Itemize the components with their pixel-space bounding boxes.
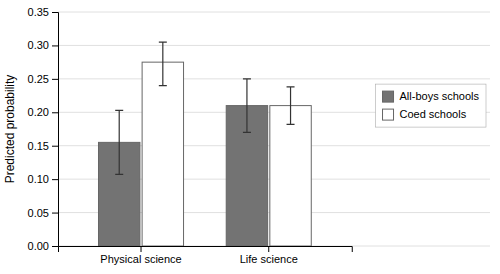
y-axis-title: Predicted probability [3, 75, 17, 184]
grid-line [58, 45, 490, 46]
y-tick-label: 0.00 [28, 240, 49, 252]
y-tick-label: 0.35 [28, 6, 49, 18]
bar [142, 62, 183, 246]
y-tick-label: 0.05 [28, 207, 49, 219]
y-tick: 0.15 [28, 140, 58, 152]
y-tick-label: 0.25 [28, 73, 49, 85]
x-axis-line [59, 247, 353, 253]
x-tick-mark [141, 246, 142, 252]
bar [270, 106, 311, 246]
x-tick-label: Life science [240, 253, 298, 265]
legend-swatch [383, 109, 394, 120]
plot: 0.00 0.05 0.10 0.15 0.20 0.25 0.30 0.35 Physical… [28, 6, 490, 265]
grid [58, 12, 490, 246]
y-tick: 0.05 [28, 207, 58, 219]
y-tick-mark [52, 146, 58, 147]
y-tick: 0.30 [28, 39, 58, 51]
error-bar [243, 79, 251, 132]
y-tick-label: 0.10 [28, 173, 49, 185]
grid-line [58, 78, 490, 79]
y-tick: 0.10 [28, 173, 58, 185]
y-tick-mark [52, 213, 58, 214]
x-tick-label: Physical science [100, 253, 181, 265]
y-axis: 0.00 0.05 0.10 0.15 0.20 0.25 0.30 0.35 [28, 6, 59, 252]
y-tick-label: 0.15 [28, 140, 49, 152]
y-tick-mark [52, 179, 58, 180]
error-bar [287, 87, 295, 124]
x-tick-mark [268, 246, 269, 252]
legend-swatch [383, 91, 394, 102]
y-tick-mark [52, 112, 58, 113]
y-tick-mark [52, 45, 58, 46]
grid-line [58, 12, 490, 13]
marks [98, 42, 311, 246]
y-tick-mark [52, 12, 58, 13]
legend-frame [376, 84, 486, 127]
y-tick-mark [52, 246, 58, 247]
legend-label: All-boys schools [400, 90, 480, 102]
chart-container: 0.00 0.05 0.10 0.15 0.20 0.25 0.30 0.35 Physical… [0, 0, 500, 274]
y-axis-line [52, 13, 59, 247]
legend-item: Coed schools [383, 108, 467, 120]
y-tick-label: 0.30 [28, 39, 49, 51]
legend-item: All-boys schools [383, 90, 480, 102]
error-bar [159, 42, 167, 85]
y-tick-mark [52, 79, 58, 80]
legend-label: Coed schools [400, 108, 467, 120]
series [142, 42, 311, 246]
y-tick: 0.00 [28, 240, 58, 252]
chart-svg: 0.00 0.05 0.10 0.15 0.20 0.25 0.30 0.35 Physical… [0, 0, 500, 274]
x-tick: Life science [240, 246, 298, 265]
y-tick: 0.25 [28, 73, 58, 85]
error-bar [115, 110, 123, 174]
x-tick: Physical science [100, 246, 181, 265]
legend: All-boys schools Coed schools [376, 84, 486, 127]
y-tick: 0.35 [28, 6, 58, 18]
x-axis: Physical science Life science [59, 246, 353, 265]
y-tick: 0.20 [28, 106, 58, 118]
y-tick-label: 0.20 [28, 106, 49, 118]
